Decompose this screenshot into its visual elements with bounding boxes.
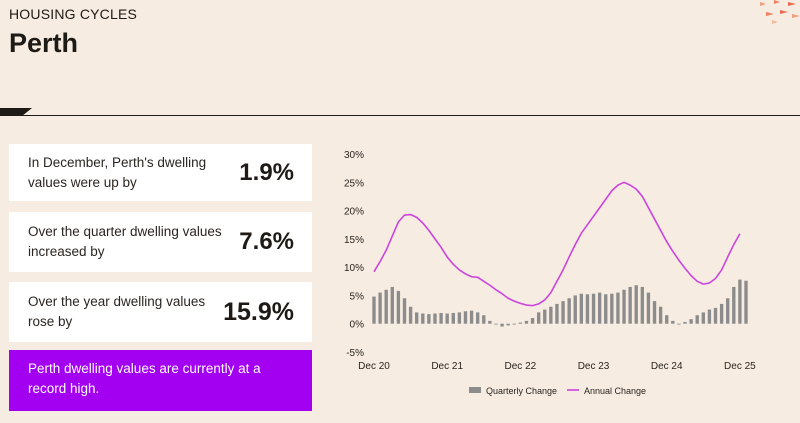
quarterly-change-bar xyxy=(463,311,468,324)
quarterly-change-bar xyxy=(683,322,687,324)
quarterly-change-bar xyxy=(457,312,462,324)
legend-bar-swatch xyxy=(469,387,481,393)
legend-label-annual: Annual Change xyxy=(584,386,646,396)
quarterly-change-bar xyxy=(500,323,504,327)
stat-value-quarterly: 7.6% xyxy=(239,228,294,255)
x-tick-label: Dec 21 xyxy=(431,361,463,372)
quarterly-change-bar xyxy=(555,303,559,324)
quarterly-change-bar xyxy=(652,301,657,324)
quarterly-change-bar xyxy=(671,320,675,324)
quarterly-change-bar xyxy=(543,309,547,324)
quarterly-change-bar xyxy=(445,313,449,324)
quarterly-change-bar xyxy=(732,286,736,324)
quarterly-change-bar xyxy=(726,298,730,324)
quarterly-change-bar xyxy=(475,312,480,324)
quarterly-change-bar xyxy=(713,307,718,324)
quarterly-change-bar xyxy=(628,286,632,324)
quarterly-change-bar xyxy=(536,312,541,324)
quarterly-change-bar xyxy=(439,312,443,324)
quarterly-change-bar xyxy=(634,285,638,324)
legend-label-quarterly: Quarterly Change xyxy=(486,386,557,396)
quarterly-change-bar xyxy=(451,312,455,324)
stat-card-monthly: In December, Perth's dwelling values wer… xyxy=(9,144,312,201)
quarterly-change-bar xyxy=(518,322,523,324)
section-eyebrow: HOUSING CYCLES xyxy=(9,6,138,22)
quarterly-change-bar xyxy=(658,306,663,324)
y-tick-label: 25% xyxy=(344,178,364,189)
quarterly-change-bar xyxy=(597,292,602,324)
quarterly-change-bar xyxy=(384,289,388,324)
record-high-callout: Perth dwelling values are currently at a… xyxy=(9,350,312,411)
quarterly-change-bar xyxy=(738,279,742,324)
stat-card-annual: Over the year dwelling values rose by 15… xyxy=(9,282,312,342)
quarterly-change-bar xyxy=(695,315,699,324)
y-tick-label: 20% xyxy=(344,207,364,218)
quarterly-change-bar xyxy=(610,293,614,324)
quarterly-change-bar xyxy=(719,303,724,324)
quarterly-change-bar xyxy=(707,309,712,324)
quarterly-change-bar xyxy=(402,298,407,324)
quarterly-change-bar xyxy=(604,294,608,324)
header-divider xyxy=(0,108,800,116)
quarterly-change-bar xyxy=(408,306,413,324)
quarterly-change-bar xyxy=(512,323,516,325)
x-tick-label: Dec 24 xyxy=(651,361,683,372)
stat-label-annual: Over the year dwelling values rose by xyxy=(28,294,206,329)
quarterly-change-bar xyxy=(665,315,669,324)
y-tick-label: 15% xyxy=(344,235,364,246)
x-tick-label: Dec 22 xyxy=(505,361,537,372)
y-tick-label: 30% xyxy=(344,150,364,161)
quarterly-change-bar xyxy=(530,318,535,324)
quarterly-change-bar xyxy=(506,323,510,326)
quarterly-change-bar xyxy=(677,323,681,325)
quarterly-change-bar xyxy=(421,313,425,324)
quarterly-change-bar xyxy=(427,314,431,324)
housing-cycle-chart: 30% 25% 20% 15% 10% 5% 0% -5% Dec 20 Dec 21 Dec 22… xyxy=(344,150,756,396)
annual-change-line xyxy=(373,181,741,307)
quarterly-change-bar xyxy=(591,293,596,324)
stat-label-monthly: In December, Perth's dwelling values wer… xyxy=(28,154,207,190)
quarterly-change-bar xyxy=(433,313,437,324)
stat-value-annual: 15.9% xyxy=(223,297,294,326)
y-tick-label: 0% xyxy=(350,320,365,331)
stat-card-quarterly: Over the quarter dwelling values increas… xyxy=(9,212,312,272)
stat-label-quarterly: Over the quarter dwelling values increas… xyxy=(28,224,222,259)
quarterly-change-bar xyxy=(701,312,705,324)
quarterly-change-bar xyxy=(372,296,376,324)
quarterly-change-bar xyxy=(567,298,571,324)
quarterly-change-bar xyxy=(744,280,748,324)
quarterly-change-bar xyxy=(469,310,474,324)
x-tick-label: Dec 20 xyxy=(358,361,390,372)
stat-value-monthly: 1.9% xyxy=(239,158,294,186)
quarterly-change-bar xyxy=(579,293,584,324)
quarterly-change-bar xyxy=(524,320,529,324)
quarterly-change-bar xyxy=(622,289,626,324)
y-tick-label: 5% xyxy=(350,291,365,302)
quarterly-change-bar xyxy=(585,294,590,324)
quarterly-change-bar xyxy=(616,292,620,324)
quarterly-change-bar xyxy=(640,286,645,324)
decorative-arrows-icon xyxy=(760,0,800,24)
quarterly-change-bar xyxy=(494,323,498,325)
page-title: Perth xyxy=(9,28,79,58)
quarterly-change-bar xyxy=(488,320,492,324)
y-tick-label: -5% xyxy=(346,348,364,359)
quarterly-change-bar xyxy=(689,319,693,324)
quarterly-change-bar xyxy=(396,290,401,324)
quarterly-change-bar xyxy=(561,301,565,324)
quarterly-change-bar xyxy=(573,295,577,324)
y-tick-label: 10% xyxy=(344,263,364,274)
quarterly-change-bar xyxy=(415,312,419,324)
quarterly-change-bar xyxy=(482,315,486,324)
x-tick-label: Dec 23 xyxy=(578,361,610,372)
quarterly-change-bar xyxy=(390,286,394,324)
quarterly-change-bar xyxy=(646,292,651,324)
quarterly-change-bar xyxy=(378,292,382,324)
quarterly-change-bar xyxy=(549,306,553,324)
x-tick-label: Dec 25 xyxy=(724,361,756,372)
